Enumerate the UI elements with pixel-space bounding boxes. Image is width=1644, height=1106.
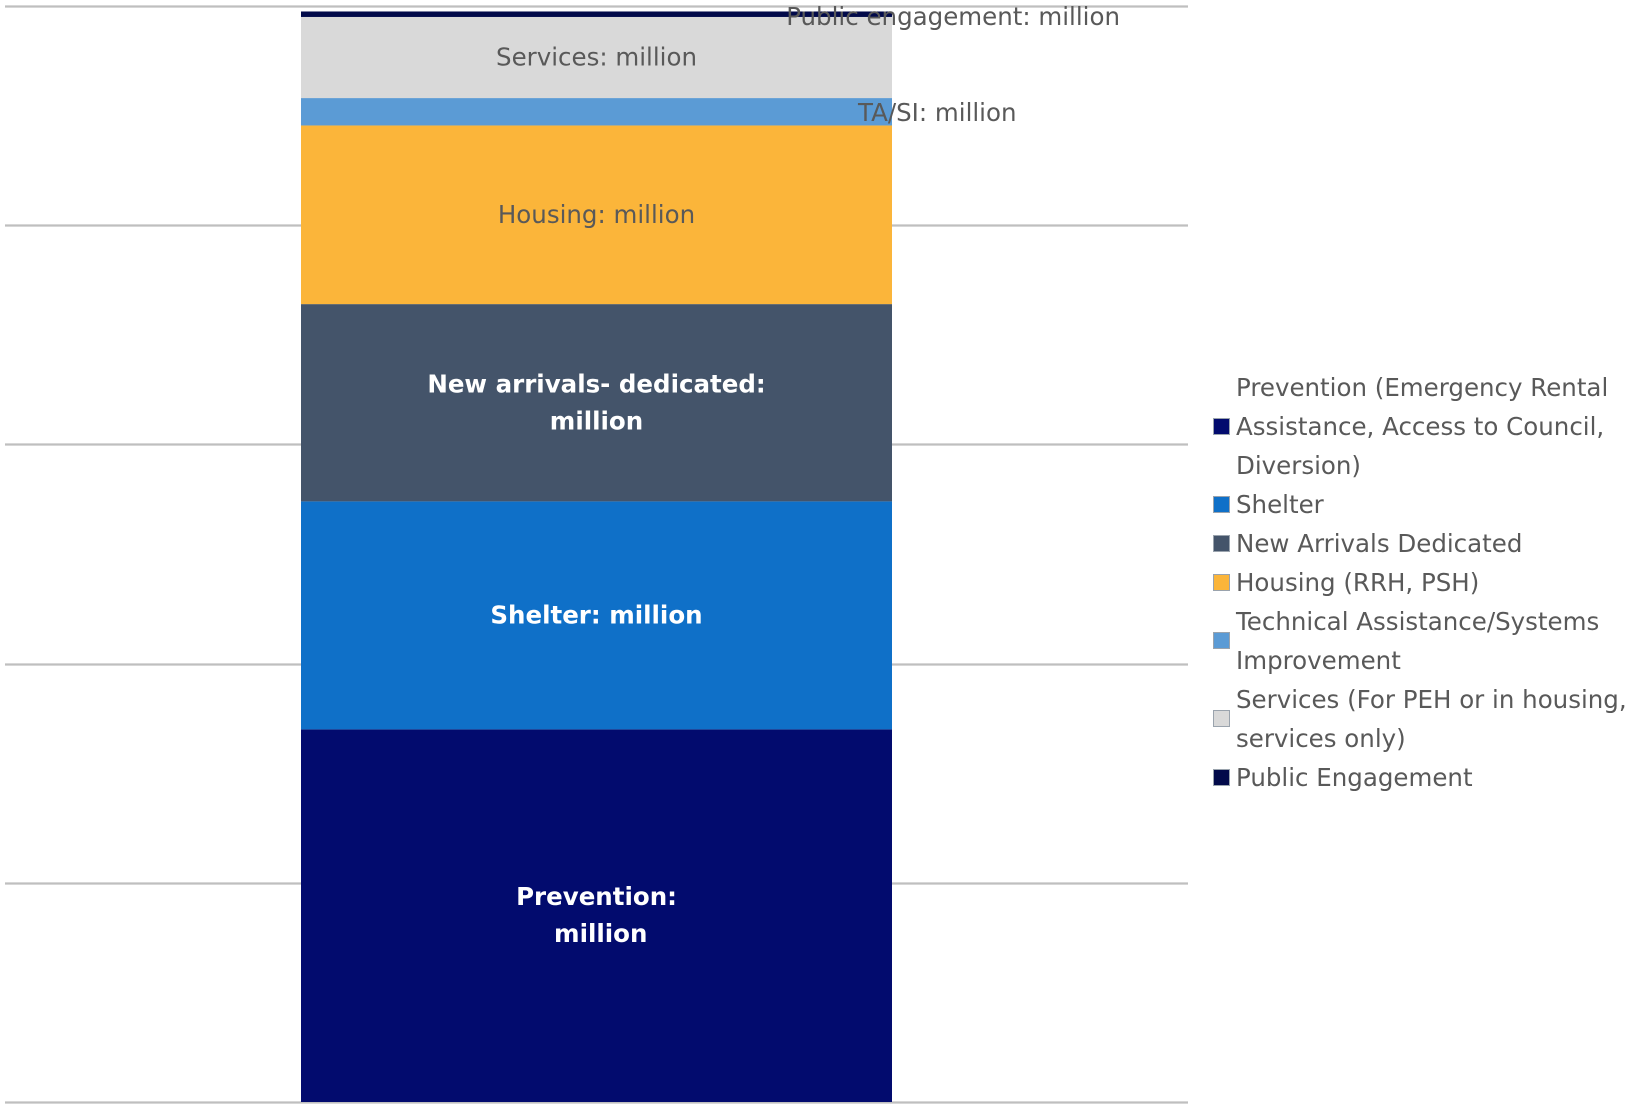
legend-item: Housing (RRH, PSH) [1210, 563, 1640, 602]
legend-swatch [1213, 495, 1230, 513]
data-label: New arrivals- dedicated: million [427, 369, 765, 435]
legend-label: New Arrivals Dedicated [1236, 529, 1523, 558]
chart-legend: Prevention (Emergency Rental Assistance,… [1210, 368, 1640, 797]
legend-swatch [1213, 417, 1230, 435]
legend-label: Technical Assistance/Systems Improvement [1236, 607, 1600, 675]
bar-segment-housing-rrh-psh [301, 125, 892, 305]
legend-item: Technical Assistance/Systems Improvement [1210, 602, 1640, 680]
bar-segment-services-for-peh-or-in-housing-services-only [301, 16, 892, 99]
legend-label: Services (For PEH or in housing, service… [1236, 685, 1627, 753]
legend-item: Services (For PEH or in housing, service… [1210, 680, 1640, 758]
data-label: Public engagement: million [786, 2, 1120, 31]
legend-label: Housing (RRH, PSH) [1236, 568, 1480, 597]
legend-swatch [1213, 710, 1230, 727]
legend-item: Shelter [1210, 485, 1640, 524]
legend-item: New Arrivals Dedicated [1210, 524, 1640, 563]
legend-item: Prevention (Emergency Rental Assistance,… [1210, 368, 1640, 485]
legend-swatch [1213, 573, 1230, 591]
bar-segment-technical-assistance-systems-improvement [301, 98, 892, 126]
stacked-bar [301, 11, 892, 1102]
legend-swatch [1213, 768, 1230, 786]
segment-labels: Prevention: million Shelter: million New a… [427, 2, 1120, 948]
data-label: Housing: million [498, 200, 695, 229]
legend-label: Prevention (Emergency Rental Assistance,… [1236, 373, 1609, 480]
legend-swatch [1213, 632, 1230, 649]
data-label: Services: million [496, 43, 697, 72]
bar-segment-shelter [301, 501, 892, 730]
data-label: Prevention: million [516, 882, 677, 948]
legend-item: Public Engagement [1210, 758, 1640, 797]
legend-label: Public Engagement [1236, 763, 1473, 792]
legend-label: Shelter [1236, 490, 1324, 519]
bar-segment-new-arrivals-dedicated [301, 304, 892, 502]
legend-swatch [1213, 534, 1230, 552]
data-label: Shelter: million [490, 600, 702, 629]
data-label: TA/SI: million [857, 98, 1017, 127]
bar-segment-public-engagement [301, 11, 892, 17]
bar-segment-prevention-emergency-rental-assistance-access-to-council-diversion [301, 729, 892, 1102]
